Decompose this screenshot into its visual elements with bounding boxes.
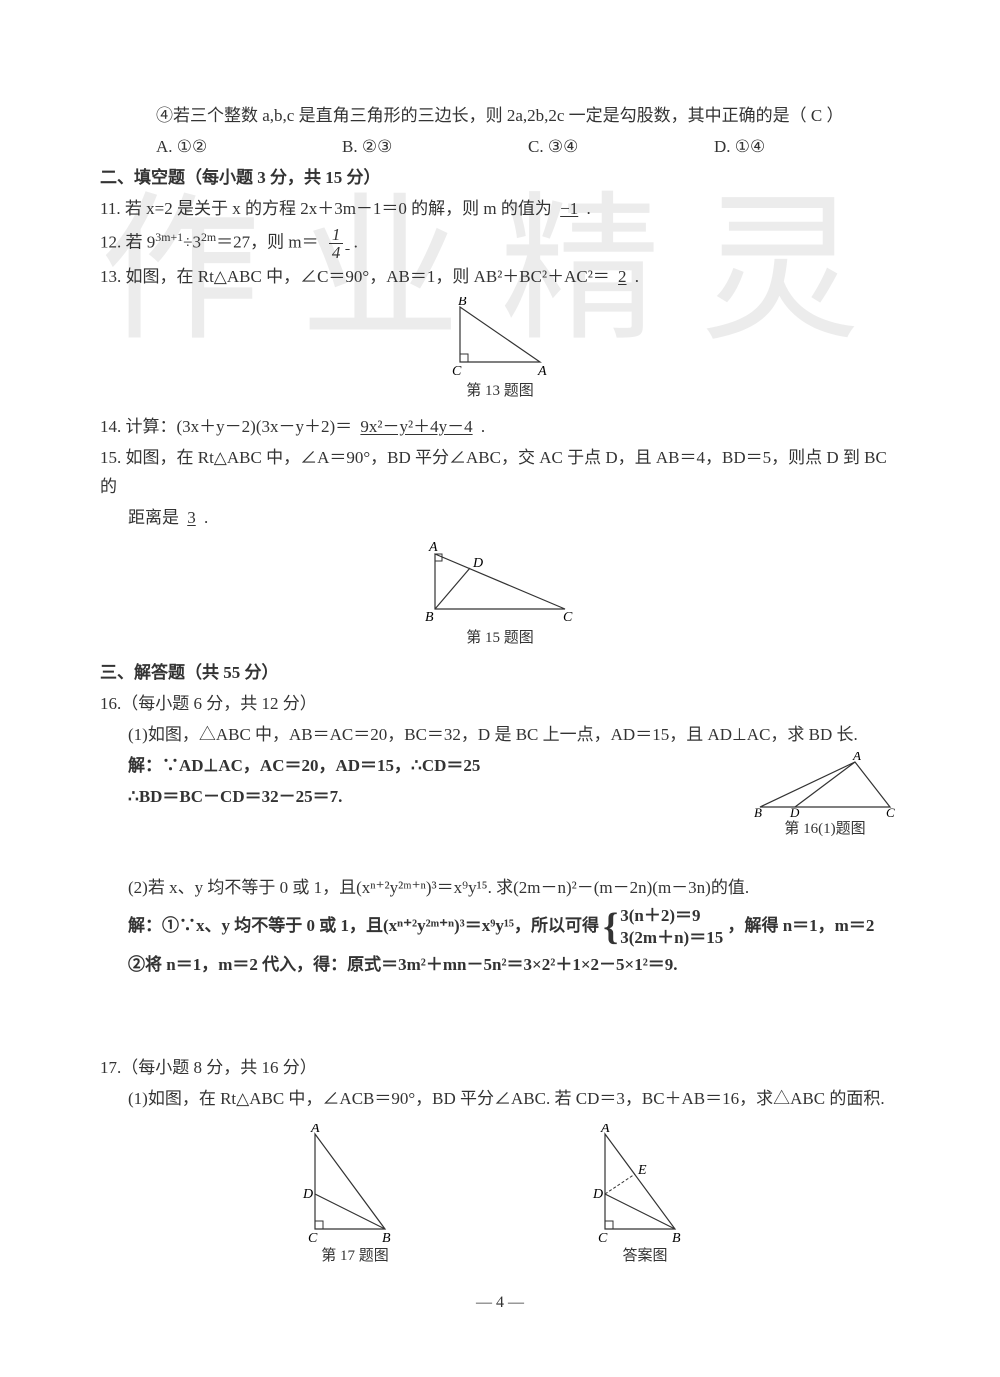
q12-exp1: 3m+1 xyxy=(155,229,183,243)
q16-p2-sol1-pre: 解：①∵x、y 均不等于 0 或 1，且(xⁿ⁺²y²ᵐ⁺ⁿ)³＝x⁹y¹⁵，所… xyxy=(128,916,599,935)
q14-pre: 14. 计算：(3x＋y－2)(3x－y＋2)＝ xyxy=(100,417,352,436)
q13-caption: 第 13 题图 xyxy=(100,379,900,405)
label-b: B xyxy=(458,297,467,309)
q16-p1: (1)如图，△ABC 中，AB＝AC＝20，BC＝32，D 是 BC 上一点，A… xyxy=(100,721,900,750)
brace-icon: { xyxy=(603,908,618,946)
label-d: D xyxy=(789,805,800,817)
opt-d: D. ①④ xyxy=(714,133,900,162)
q13-text: 13. 如图，在 Rt△ABC 中，∠C＝90°，AB＝1，则 AB²＋BC²＋… xyxy=(100,267,610,286)
q17-right-caption: 答案图 xyxy=(590,1244,700,1270)
label-a: A xyxy=(600,1124,610,1136)
q13: 13. 如图，在 Rt△ABC 中，∠C＝90°，AB＝1，则 AB²＋BC²＋… xyxy=(100,263,900,292)
q11-post: . xyxy=(587,199,591,218)
label-c: C xyxy=(308,1231,318,1244)
q17-head: 17.（每小题 8 分，共 16 分） xyxy=(100,1054,900,1083)
q16-p1-caption: 第 16(1)题图 xyxy=(750,817,900,843)
mc-stem: ④若三个整数 a,b,c 是直角三角形的三边长，则 2a,2b,2c 一定是勾股… xyxy=(100,102,900,131)
q16-head: 16.（每小题 6 分，共 12 分） xyxy=(100,690,900,719)
label-d: D xyxy=(592,1187,603,1202)
label-b: B xyxy=(754,805,762,817)
q15-line1: 15. 如图，在 Rt△ABC 中，∠A＝90°，BD 平分∠ABC，交 AC … xyxy=(100,444,900,502)
q13-post: . xyxy=(635,267,639,286)
opt-b: B. ②③ xyxy=(342,133,528,162)
q16-p2-sol2: ②将 n＝1，m＝2 代入，得：原式＝3m²＋mn－5n²＝3×2²＋1×2－5… xyxy=(100,951,900,980)
q17-left: A D C B 第 17 题图 xyxy=(300,1124,410,1270)
section-3-title: 三、解答题（共 55 分） xyxy=(100,659,900,688)
q15-ans: 3 xyxy=(183,508,200,527)
q12-mid1: ÷3 xyxy=(183,232,201,251)
opt-a: A. ①② xyxy=(156,133,342,162)
label-c: C xyxy=(886,805,895,817)
q14-ans: 9x²－y²＋4y－4 xyxy=(356,417,476,436)
label-a: A xyxy=(310,1124,320,1136)
q15-caption: 第 15 题图 xyxy=(100,626,900,652)
label-b: B xyxy=(425,610,434,624)
label-a: A xyxy=(428,540,438,555)
label-c: C xyxy=(563,610,573,624)
q15-figure: A B C D xyxy=(100,539,900,624)
sys-row1: 3(n＋2)＝9 xyxy=(620,906,700,925)
q16-p2-sol1: 解：①∵x、y 均不等于 0 或 1，且(xⁿ⁺²y²ᵐ⁺ⁿ)³＝x⁹y¹⁵，所… xyxy=(100,905,900,949)
label-c: C xyxy=(598,1231,608,1244)
q16-p1-figure: A B D C 第 16(1)题图 xyxy=(750,752,900,843)
label-b: B xyxy=(382,1231,391,1244)
triangle-q16: A B D C xyxy=(750,752,900,817)
q17-figures: A D C B 第 17 题图 A D E C B 答案图 xyxy=(100,1124,900,1270)
fraction: 1 4 xyxy=(329,226,344,261)
q15-line2: 距离是 3 . xyxy=(100,504,900,533)
q13-figure: B C A xyxy=(100,297,900,377)
q12-post: . xyxy=(354,232,358,251)
triangle-q17-left: A D C B xyxy=(300,1124,410,1244)
frac-den: 4 xyxy=(329,244,344,261)
q16-p2-sol1-post: ，解得 n＝1，m＝2 xyxy=(727,916,874,935)
label-d: D xyxy=(472,556,483,571)
q13-ans: 2 xyxy=(614,267,631,286)
equation-system: { 3(n＋2)＝9 3(2m＋n)＝15 xyxy=(603,905,723,949)
q15-post: . xyxy=(204,508,208,527)
q14: 14. 计算：(3x＋y－2)(3x－y＋2)＝ 9x²－y²＋4y－4 . xyxy=(100,413,900,442)
label-c: C xyxy=(452,364,462,377)
q17-left-caption: 第 17 题图 xyxy=(300,1244,410,1270)
q17-right: A D E C B 答案图 xyxy=(590,1124,700,1270)
triangle-q15: A B C D xyxy=(415,539,585,624)
q15-pre: 距离是 xyxy=(128,508,179,527)
q11: 11. 若 x=2 是关于 x 的方程 2x＋3m－1＝0 的解，则 m 的值为… xyxy=(100,195,900,224)
q14-post: . xyxy=(481,417,485,436)
mc-options: A. ①② B. ②③ C. ③④ D. ①④ xyxy=(100,133,900,162)
q12-mid2: ＝27，则 m＝ xyxy=(216,232,318,251)
q12: 12. 若 93m+1÷32m＝27，则 m＝ 1 4 . xyxy=(100,226,900,261)
q11-ans: −1 xyxy=(556,199,582,218)
label-e: E xyxy=(637,1163,647,1178)
triangle-q17-right: A D E C B xyxy=(590,1124,700,1244)
q12-exp2: 2m xyxy=(201,229,216,243)
q16-p2: (2)若 x、y 均不等于 0 或 1，且(xⁿ⁺²y²ᵐ⁺ⁿ)³＝x⁹y¹⁵.… xyxy=(100,874,900,903)
label-d: D xyxy=(302,1187,313,1202)
q17-p1: (1)如图，在 Rt△ABC 中，∠ACB＝90°，BD 平分∠ABC. 若 C… xyxy=(100,1085,900,1114)
q12-ans: 1 4 xyxy=(323,232,354,251)
opt-c: C. ③④ xyxy=(528,133,714,162)
sys-row2: 3(2m＋n)＝15 xyxy=(620,928,723,947)
label-a: A xyxy=(852,752,861,763)
label-a: A xyxy=(537,364,547,377)
page-number: — 4 — xyxy=(100,1289,900,1316)
frac-num: 1 xyxy=(329,226,344,244)
q12-pre: 12. 若 9 xyxy=(100,232,155,251)
triangle-q13: B C A xyxy=(440,297,560,377)
label-b: B xyxy=(672,1231,681,1244)
section-2-title: 二、填空题（每小题 3 分，共 15 分） xyxy=(100,164,900,193)
q11-pre: 11. 若 x=2 是关于 x 的方程 2x＋3m－1＝0 的解，则 m 的值为 xyxy=(100,199,552,218)
